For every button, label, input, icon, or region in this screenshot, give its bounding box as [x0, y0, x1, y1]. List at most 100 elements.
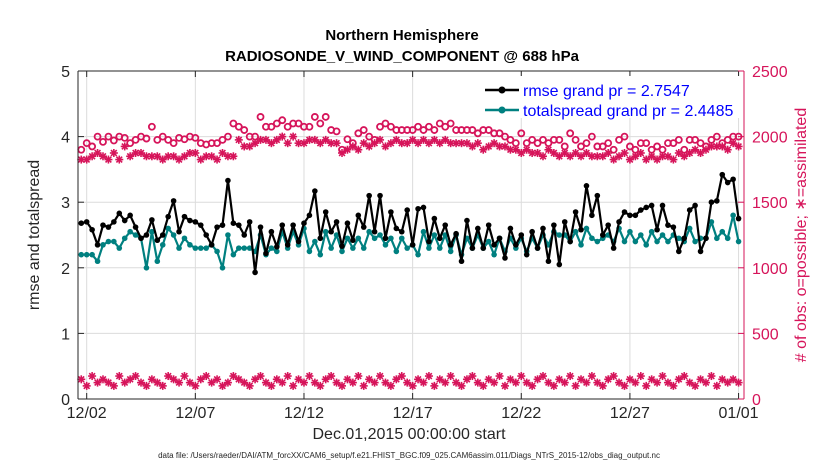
asterisk-stroke — [365, 142, 373, 150]
obs-assimilated-point — [137, 149, 146, 157]
asterisk-stroke — [338, 149, 346, 157]
obs-possible-point — [229, 119, 238, 128]
totalspread-point — [165, 225, 171, 232]
obs-low-count-point — [549, 381, 558, 390]
obs-assimilated-point — [647, 152, 656, 161]
asterisk-stroke — [257, 136, 264, 144]
asterisk-stroke — [506, 146, 514, 154]
obs-possible-point — [272, 119, 281, 128]
obs-assimilated-point — [577, 152, 586, 161]
asterisk-stroke — [376, 136, 384, 144]
obs-low-count-point — [223, 378, 232, 387]
obs-possible-point — [120, 134, 129, 142]
obs-low-count-point — [414, 375, 423, 384]
obs-assimilated-point — [365, 142, 374, 151]
asterisk-stroke — [403, 139, 411, 147]
rmse-point — [241, 232, 248, 238]
obs-assimilated-point — [500, 142, 509, 151]
asterisk-stroke — [186, 149, 194, 157]
totalspread-point — [317, 251, 324, 258]
obs-low-count-point — [175, 378, 184, 387]
rmse-point — [295, 238, 302, 245]
asterisk-stroke — [468, 372, 476, 380]
rmse-point — [610, 245, 617, 251]
asterisk-stroke — [311, 136, 319, 144]
asterisk-stroke — [322, 136, 330, 144]
obs-assimilated-point — [175, 155, 184, 164]
obs-possible-point — [484, 126, 493, 134]
asterisk-stroke — [382, 379, 389, 387]
asterisk-stroke — [485, 142, 493, 150]
obs-low-count-point — [723, 378, 732, 387]
asterisk-stroke — [642, 156, 650, 164]
asterisk-stroke — [354, 146, 362, 154]
obs-possible-point — [430, 126, 439, 134]
totalspread-point — [246, 245, 253, 251]
obs-assimilated-point — [674, 149, 683, 157]
obs-assimilated-point — [680, 152, 689, 161]
y2-tick-label: 2000 — [752, 130, 788, 147]
asterisk-stroke — [126, 152, 134, 160]
obs-possible-point — [191, 134, 200, 142]
asterisk-stroke — [300, 379, 308, 387]
asterisk-stroke — [398, 372, 406, 380]
asterisk-stroke — [648, 152, 656, 160]
asterisk-stroke — [159, 382, 167, 390]
obs-assimilated-point — [598, 152, 607, 161]
asterisk-stroke — [316, 139, 324, 147]
obs-possible-point — [294, 119, 303, 128]
obs-possible-point — [164, 135, 173, 144]
rmse-point — [599, 232, 606, 238]
rmse-point — [219, 222, 226, 228]
obs-possible-point — [587, 132, 596, 141]
obs-assimilated-point — [468, 142, 477, 151]
rmse-point — [225, 177, 231, 184]
obs-possible-point — [604, 139, 613, 148]
obs-assimilated-point — [544, 145, 553, 154]
obs-possible-point — [653, 142, 661, 151]
asterisk-stroke — [691, 382, 699, 390]
obs-possible-point — [88, 142, 97, 151]
obs-low-count-point — [490, 378, 499, 387]
totalspread-point — [214, 248, 220, 255]
obs-assimilated-point — [82, 155, 91, 164]
asterisk-stroke — [675, 375, 683, 383]
rmse-point — [404, 207, 410, 213]
obs-assimilated-point — [93, 149, 102, 157]
obs-assimilated-point — [261, 135, 270, 144]
asterisk-stroke — [669, 156, 677, 164]
rmse-point — [436, 235, 443, 242]
totalspread-point — [143, 265, 150, 271]
obs-low-count-point — [653, 378, 662, 387]
obs-assimilated-point — [278, 132, 287, 141]
rmse-point — [111, 219, 117, 225]
totalspread-point — [306, 248, 313, 255]
totalspread-point — [686, 225, 693, 232]
rmse-point — [654, 226, 660, 233]
rmse-point — [703, 235, 709, 242]
asterisk-stroke — [137, 149, 145, 157]
obs-low-count-point — [299, 378, 308, 387]
rmse-point — [333, 219, 340, 225]
asterisk-stroke — [626, 375, 634, 383]
obs-low-count-point — [381, 378, 390, 387]
obs-possible-point — [615, 135, 623, 144]
rmse-point — [344, 220, 351, 226]
asterisk-stroke — [474, 379, 482, 387]
obs-possible-point — [158, 132, 167, 141]
asterisk-stroke — [544, 146, 552, 154]
rmse-point — [105, 224, 112, 230]
obs-low-count-point — [98, 375, 107, 384]
obs-low-count-point — [647, 375, 656, 384]
obs-low-count-point — [365, 375, 374, 384]
asterisk-stroke — [110, 382, 118, 390]
asterisk-stroke — [88, 152, 96, 160]
asterisk-stroke — [420, 136, 427, 144]
obs-possible-point — [131, 135, 140, 144]
asterisk-stroke — [333, 379, 341, 387]
asterisk-stroke — [170, 375, 178, 383]
asterisk-stroke — [713, 382, 721, 390]
y-tick-label: 4 — [61, 130, 70, 147]
rmse-point — [317, 235, 324, 242]
obs-low-count-point — [327, 372, 336, 381]
